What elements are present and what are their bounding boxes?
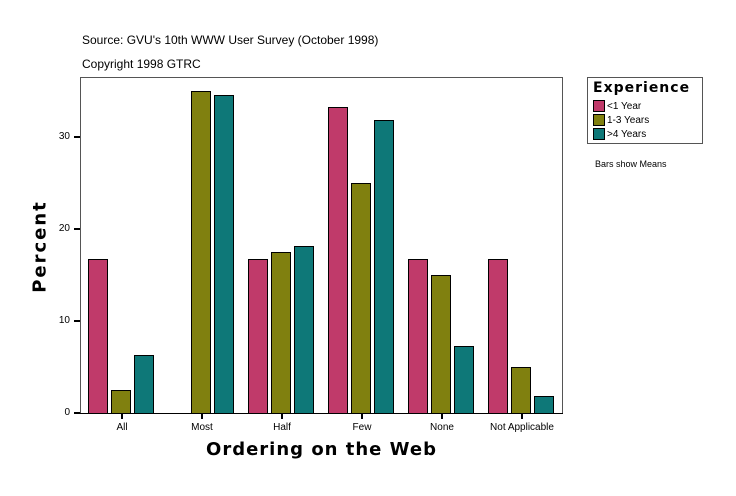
x-tick [281, 413, 283, 419]
bar [431, 275, 451, 414]
bar [374, 120, 394, 414]
y-tick [74, 136, 80, 138]
source-text: Source: GVU's 10th WWW User Survey (Octo… [82, 33, 379, 47]
swatch-icon [593, 100, 605, 112]
note-text: Bars show Means [595, 159, 667, 169]
bar [328, 107, 348, 414]
x-tick-label: None [430, 422, 454, 433]
bar [511, 367, 531, 414]
y-axis-title: Percent [29, 200, 51, 293]
bar [88, 259, 108, 414]
x-tick-label: All [116, 422, 128, 433]
x-tick [201, 413, 203, 419]
y-tick-label: 20 [58, 223, 70, 234]
y-tick-label: 10 [58, 315, 70, 326]
y-tick [74, 412, 80, 414]
bar [191, 91, 211, 414]
bar [408, 259, 428, 414]
x-tick [121, 413, 123, 419]
y-tick-label: 0 [64, 407, 70, 418]
x-tick [361, 413, 363, 419]
x-axis-title: Ordering on the Web [206, 439, 437, 460]
bar [111, 390, 131, 414]
copyright-text: Copyright 1998 GTRC [82, 57, 201, 71]
legend-label: 1-3 Years [607, 114, 650, 126]
x-axis-line [80, 413, 563, 414]
bar [351, 183, 371, 414]
bar [214, 95, 234, 414]
bar [534, 396, 554, 414]
x-tick-label: Few [352, 422, 372, 433]
bar [488, 259, 508, 414]
x-tick-label: Half [273, 422, 291, 433]
legend-item: >4 Years [593, 128, 646, 140]
legend-label: >4 Years [607, 128, 647, 140]
x-tick [521, 413, 523, 419]
y-tick [74, 228, 80, 230]
x-tick-label: Most [191, 422, 213, 433]
legend-item: <1 Year [593, 100, 641, 112]
y-tick [74, 320, 80, 322]
swatch-icon [593, 128, 605, 140]
plot-area [80, 77, 563, 413]
swatch-icon [593, 114, 605, 126]
x-tick-label: Not Applicable [490, 422, 554, 433]
legend-label: <1 Year [607, 100, 642, 112]
y-tick-label: 30 [58, 131, 70, 142]
bar [248, 259, 268, 414]
bar [271, 252, 291, 414]
x-tick [441, 413, 443, 419]
bar [454, 346, 474, 414]
bar [294, 246, 314, 414]
legend: Experience <1 Year 1-3 Years >4 Years [587, 77, 703, 144]
legend-item: 1-3 Years [593, 114, 649, 126]
bar [134, 355, 154, 414]
legend-title: Experience [593, 80, 691, 96]
